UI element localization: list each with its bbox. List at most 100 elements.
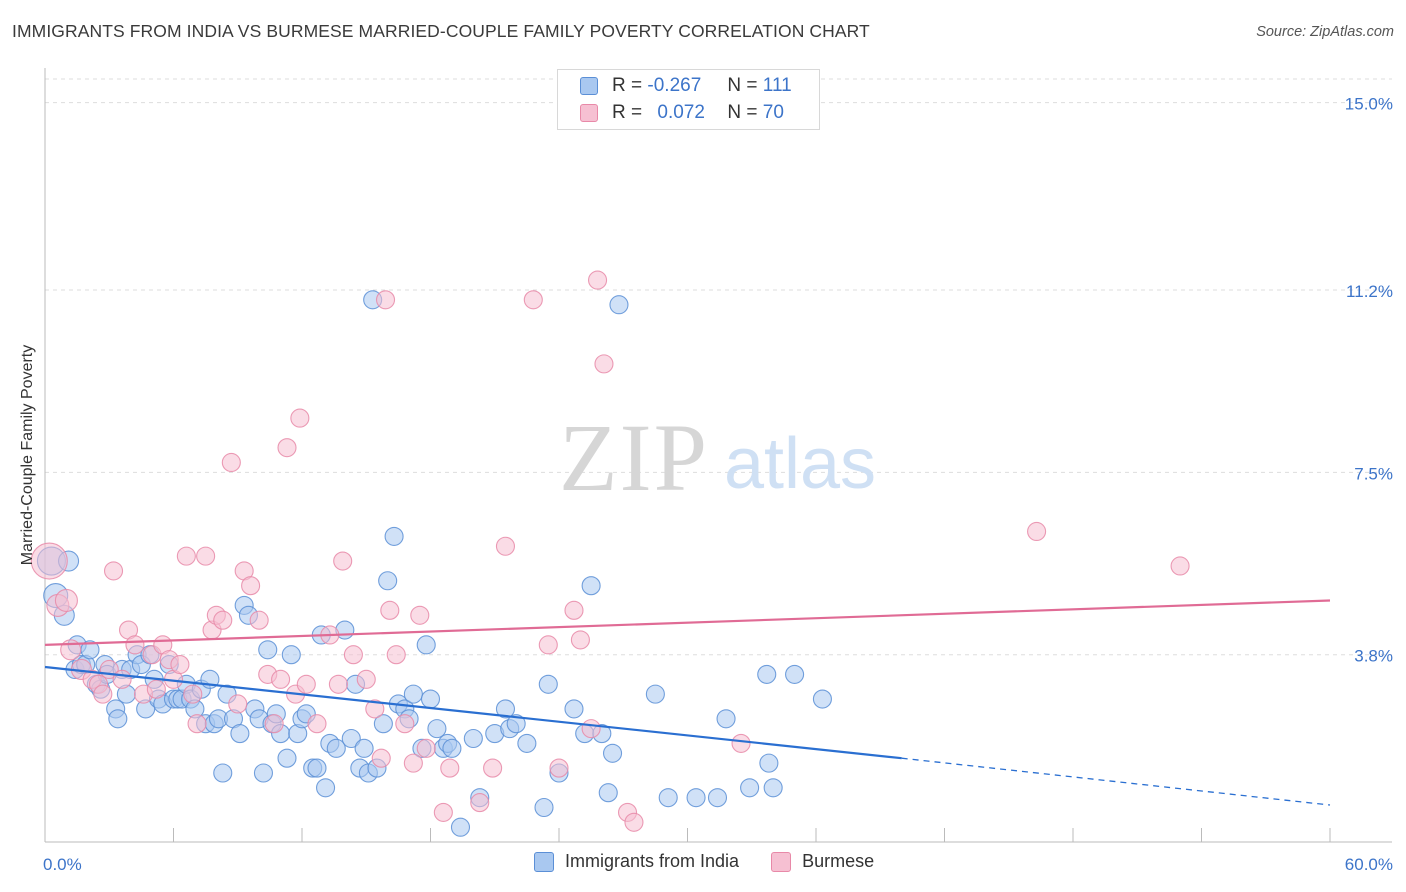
watermark-zip: ZIP [559,404,709,511]
burmese-point [271,669,291,689]
india-point [757,664,777,684]
burmese-point [356,669,376,689]
india-point [538,674,558,694]
burmese-point [581,719,601,739]
burmese-point [249,610,269,630]
india-point [506,714,526,734]
legend-item-burmese[interactable]: Burmese [771,851,874,872]
india-point [564,699,584,719]
burmese-point [228,694,248,714]
india-point [609,295,629,315]
india-r-value: -0.267 [647,75,702,96]
legend-india-swatch [534,851,554,872]
bottom-legend: Immigrants from India Burmese [534,851,906,872]
india-point [759,753,779,773]
india-point [403,684,423,704]
y-tick-label: 7.5% [1354,464,1393,483]
data-points [30,270,1190,837]
india-point [281,645,301,665]
stats-row-india: R = -0.267 N = 111 [580,74,792,98]
burmese-point [624,812,644,832]
x-tick-label-start: 0.0% [43,855,82,874]
burmese-point [523,290,543,310]
india-point [378,571,398,591]
legend-item-india[interactable]: Immigrants from India [534,851,739,872]
burmese-point [564,600,584,620]
india-trend-extension [901,757,1331,806]
burmese-point [328,674,348,694]
india-point [416,635,436,655]
india-point [316,778,336,798]
burmese-point [170,655,190,675]
india-point [427,719,447,739]
burmese-point [375,290,396,310]
stats-row-burmese: R = 0.072 N = 70 [580,101,784,125]
burmese-point [343,645,363,665]
burmese-point [1170,556,1190,576]
india-point [253,763,274,783]
india-point [326,738,346,758]
burmese-r-value: 0.072 [657,102,705,123]
india-point [307,758,327,778]
india-point [341,728,361,749]
india-point [812,689,832,709]
watermark: ZIP atlas [559,404,876,511]
source-label: Source: ZipAtlas.com [1256,24,1394,40]
india-n-value: 111 [762,75,792,96]
india-point [450,817,471,837]
burmese-point [307,714,327,734]
india-point [354,738,374,758]
burmese-point [183,684,203,704]
burmese-point [395,714,415,734]
burmese-point [213,610,233,630]
india-point [258,640,278,660]
india-point [420,689,441,709]
burmese-n-label: N = [727,102,758,123]
burmese-point [277,438,297,458]
burmese-point [333,551,353,571]
burmese-point [176,546,196,566]
legend-india-label: Immigrants from India [565,851,740,871]
india-point [108,709,128,729]
india-point [495,699,516,719]
india-point [463,728,483,749]
burmese-point [30,542,68,580]
burmese-point [112,669,132,689]
india-point [442,738,462,758]
legend-burmese-label: Burmese [802,851,875,871]
y-axis-label: Married-Couple Family Poverty [19,344,36,566]
india-swatch [580,77,598,95]
burmese-point [483,758,503,778]
burmese-point [371,748,391,768]
x-tick-label-end: 60.0% [1345,855,1393,874]
burmese-point [1027,521,1047,542]
burmese-point [103,561,124,581]
india-point [707,788,728,808]
india-point [517,733,537,753]
watermark-atlas: atlas [724,424,876,504]
india-trend-line [44,665,902,760]
burmese-point [146,679,166,699]
burmese-r-label: R = [612,102,643,123]
india-r-label: R = [612,75,643,96]
trend-lines [44,599,1331,806]
india-point [384,526,404,546]
india-point [230,724,250,744]
burmese-point [386,645,406,665]
india-point [645,684,665,704]
india-point [716,709,736,729]
burmese-point [433,802,453,822]
burmese-point [416,738,436,758]
chart-title: IMMIGRANTS FROM INDIA VS BURMESE MARRIED… [12,21,870,41]
burmese-point [54,588,78,613]
tick-labels: 3.8% 7.5% 11.2% 15.0% 0.0% 60.0% [43,95,1393,874]
india-point [277,748,297,768]
burmese-point [731,733,751,753]
burmese-point [264,714,284,734]
burmese-point [125,635,145,655]
y-tick-label: 15.0% [1345,95,1393,114]
india-point [686,788,706,808]
y-tick-label: 3.8% [1354,647,1393,666]
india-point [598,783,618,803]
